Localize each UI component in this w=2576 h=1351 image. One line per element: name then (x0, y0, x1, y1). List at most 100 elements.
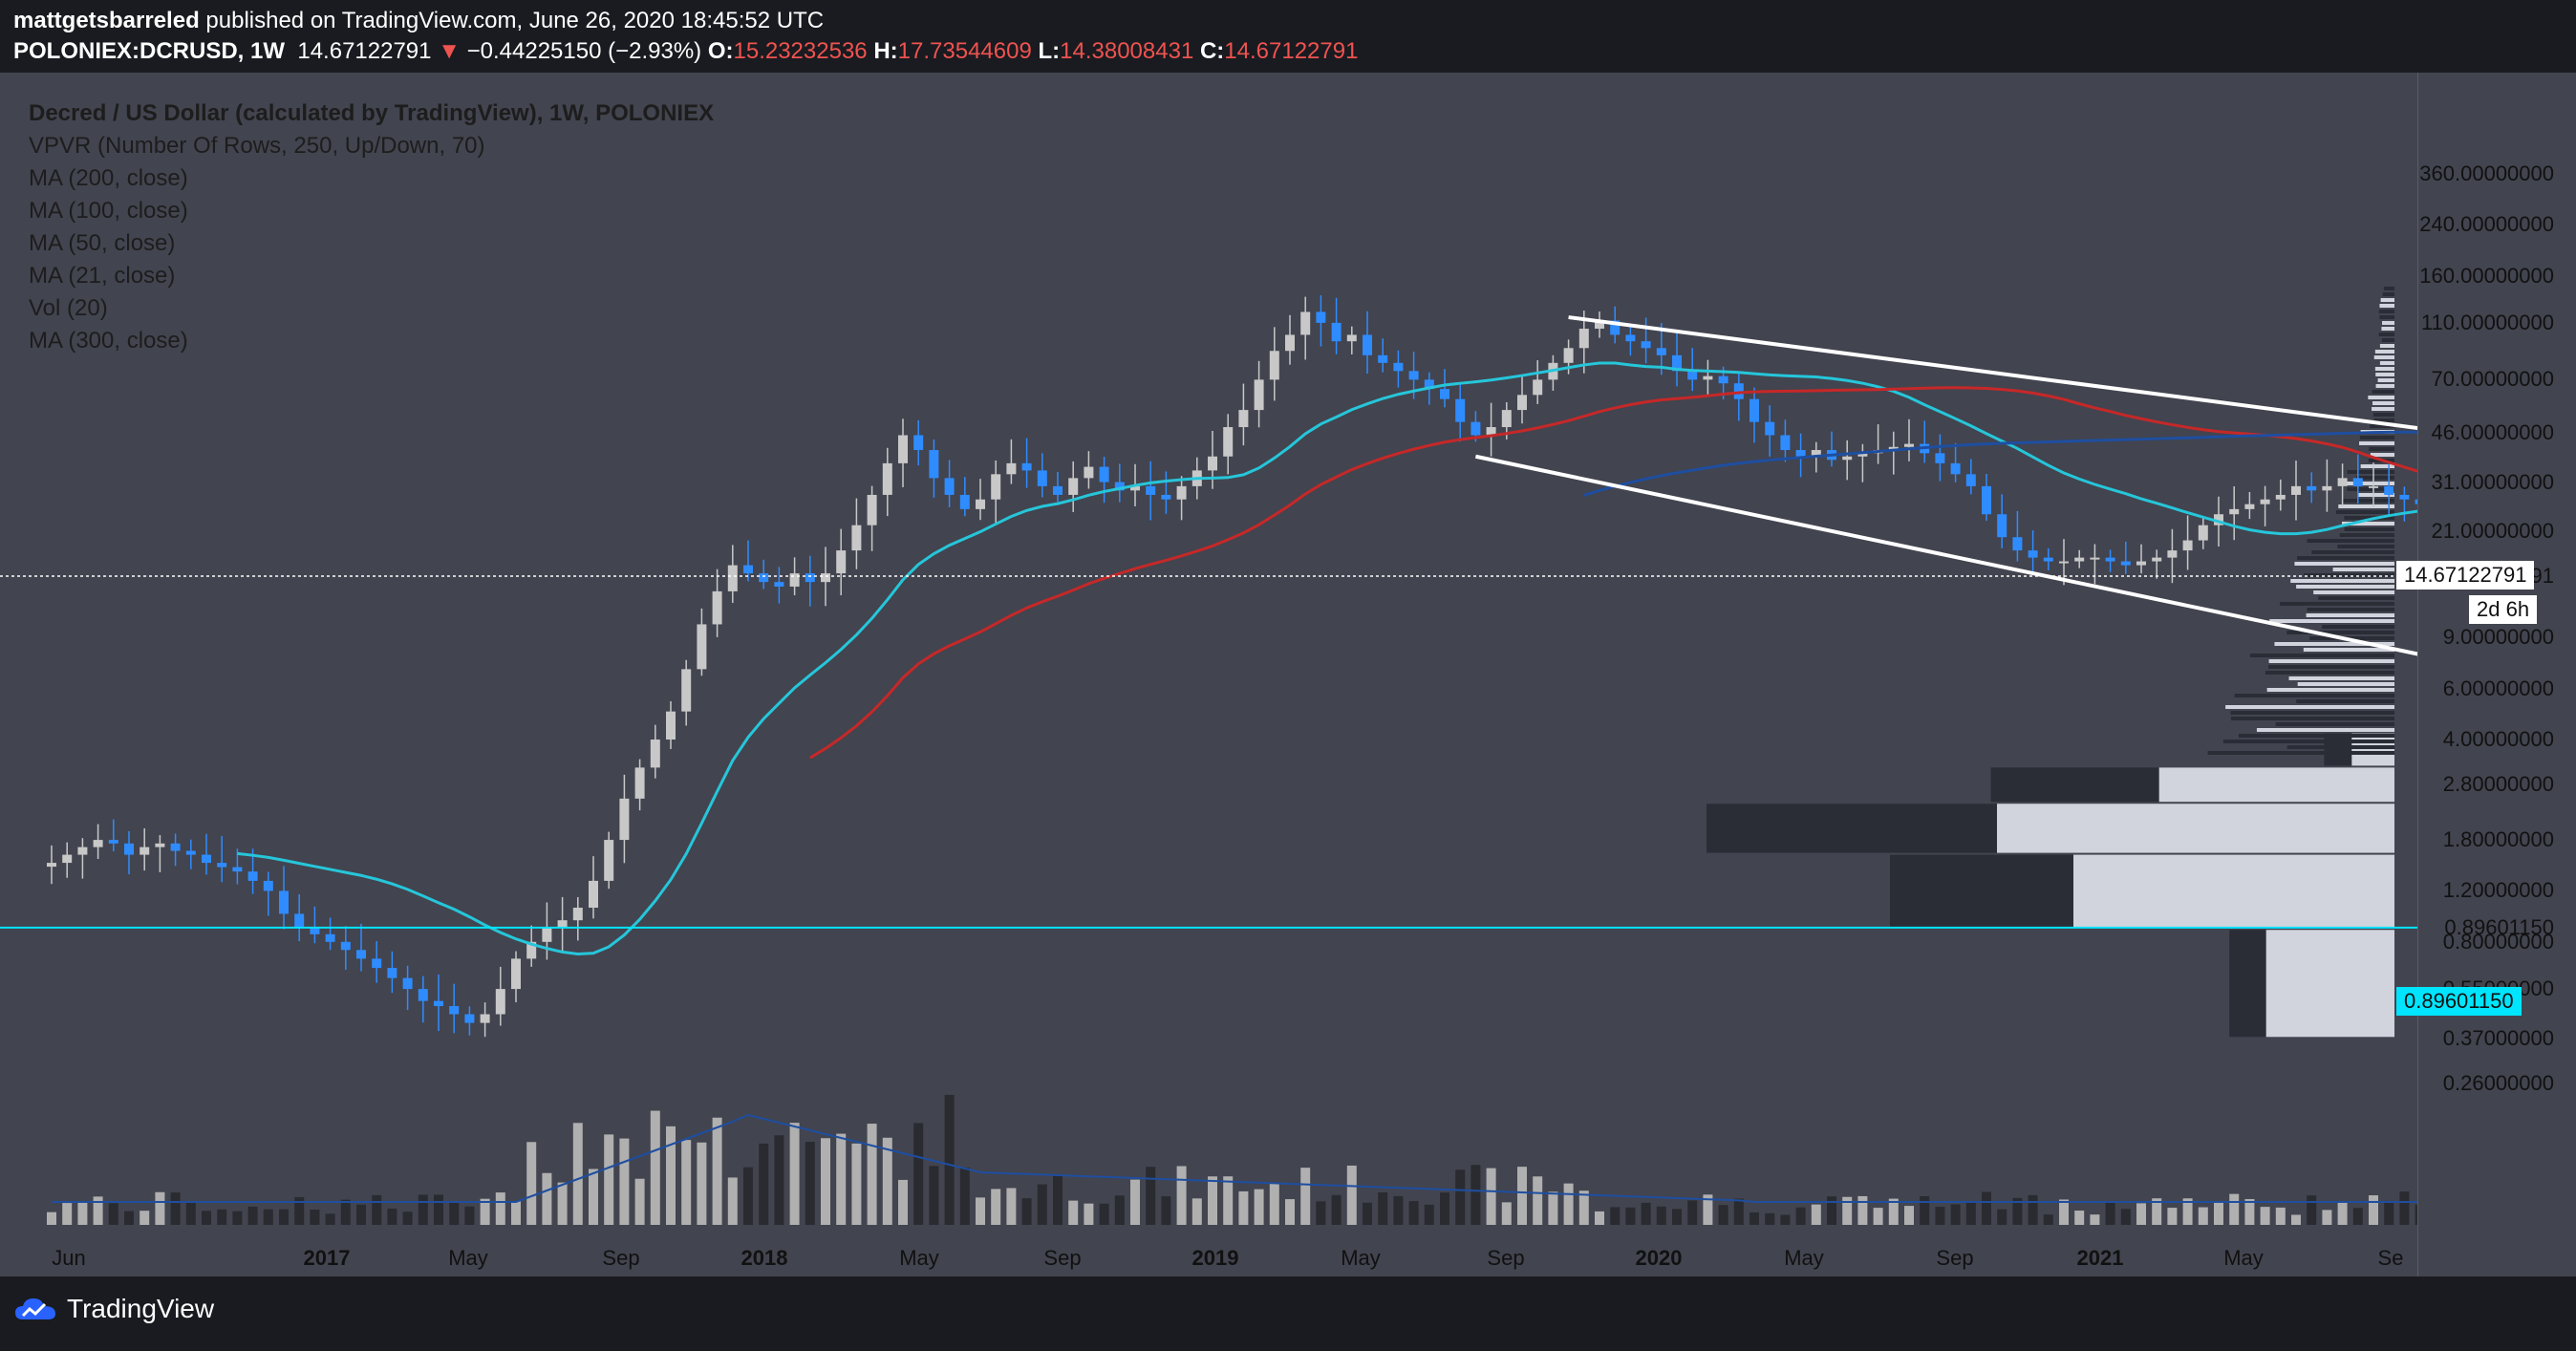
vp-row (2347, 487, 2394, 491)
volume-bar (727, 1177, 738, 1225)
candle-body (2291, 485, 2301, 495)
vp-row (2307, 608, 2394, 611)
candle-body (681, 669, 692, 712)
volume-bar (1486, 1168, 1496, 1225)
candle-body (2260, 499, 2270, 504)
price-tick-label: 0.80000000 (2442, 929, 2554, 954)
legend-study[interactable]: MA (200, close) (29, 165, 188, 191)
vp-row (2313, 590, 2394, 594)
candle-body (666, 711, 676, 740)
vp-row (2249, 654, 2394, 657)
ma100-line (1583, 430, 2417, 497)
volume-bar (2384, 1200, 2394, 1225)
vp-row-down (1990, 767, 2159, 803)
time-tick-label: 2021 (2076, 1246, 2124, 1270)
ohlc-line: POLONIEX:DCRUSD, 1W 14.67122791 ▼ −0.442… (13, 38, 1358, 65)
candle-body (727, 565, 738, 591)
support-price-badge: 0.89601150 (2396, 987, 2522, 1016)
volume-bar (1238, 1190, 1249, 1225)
candle-body (1904, 443, 1914, 447)
candle-body (650, 740, 660, 768)
vp-row (2280, 602, 2394, 606)
volume-bar (2105, 1201, 2115, 1225)
vp-row (2383, 287, 2394, 290)
candle-body (511, 958, 521, 990)
volume-bar (1656, 1206, 1666, 1225)
vp-row (2304, 573, 2394, 577)
candle-body (155, 843, 165, 847)
price-tick-label: 0.26000000 (2442, 1070, 2554, 1095)
time-tick-label: Sep (1043, 1246, 1082, 1270)
candle-body (2337, 478, 2348, 486)
volume-bar (1346, 1165, 1357, 1225)
trendline (1474, 454, 2417, 656)
volume-bar (1965, 1202, 1976, 1225)
vp-row (2256, 728, 2394, 732)
volume-bar (1285, 1199, 1295, 1225)
legend-title[interactable]: Decred / US Dollar (calculated by Tradin… (29, 100, 715, 126)
candle-body (1733, 383, 1744, 399)
vp-row (2372, 407, 2394, 411)
candle-body (2152, 557, 2162, 562)
legend-study[interactable]: MA (300, close) (29, 328, 188, 354)
volume-bar (340, 1199, 351, 1225)
volume-bar (2291, 1214, 2301, 1225)
volume-bar (170, 1192, 181, 1225)
volume-bar (372, 1194, 382, 1225)
chart-pane[interactable]: Decred / US Dollar (calculated by Tradin… (0, 73, 2417, 1267)
close-label: C: (1199, 38, 1225, 64)
candle-body (1084, 466, 1094, 479)
time-tick-label: 2019 (1191, 1246, 1239, 1270)
candle-body (2352, 478, 2363, 486)
vp-row (2322, 625, 2394, 629)
volume-bar (1208, 1176, 1217, 1225)
vp-row (2338, 504, 2394, 508)
candle-body (247, 871, 258, 881)
time-tick-label: 2020 (1635, 1246, 1683, 1270)
price-tick-label: 21.00000000 (2431, 518, 2554, 543)
low-value: 14.38008431 (1060, 38, 1194, 64)
vp-row (2294, 562, 2394, 566)
time-axis[interactable]: Jun 2017 May Sep 2018 May Sep 2019 May Sep 2020 May… (0, 1238, 2417, 1276)
price-axis[interactable]: 360.00000000 240.00000000 160.00000000 110.… (2417, 73, 2576, 1276)
vp-row-down (2324, 733, 2352, 766)
volume-bar (418, 1194, 428, 1225)
vp-row (2266, 688, 2394, 692)
volume-bar (789, 1123, 800, 1225)
candle-body (805, 573, 815, 583)
legend-study[interactable]: MA (21, close) (29, 263, 176, 289)
candle-body (1006, 462, 1017, 475)
legend-study[interactable]: MA (50, close) (29, 230, 176, 256)
trendline (1568, 315, 2417, 431)
vp-row (2357, 493, 2394, 497)
legend-study[interactable]: VPVR (Number Of Rows, 250, Up/Down, 70) (29, 133, 485, 159)
volume-bar (1641, 1202, 1651, 1225)
volume-bar (2229, 1193, 2240, 1225)
vp-row (2297, 556, 2394, 560)
vp-row (2339, 533, 2394, 537)
vp-row (2374, 367, 2394, 371)
price-chart[interactable] (0, 73, 2417, 1267)
volume-bar (681, 1140, 692, 1225)
tradingview-logo[interactable]: TradingView (13, 1294, 214, 1324)
legend-study[interactable]: Vol (20) (29, 295, 108, 321)
candle-body (1037, 470, 1047, 486)
candle-body (1641, 341, 1651, 349)
candle-body (1625, 334, 1636, 342)
candle-body (232, 867, 243, 872)
candle-body (1146, 485, 1156, 495)
volume-bar (2352, 1208, 2363, 1225)
candle-body (2012, 537, 2023, 551)
time-tick-label: May (1341, 1246, 1381, 1270)
volume-bar (1378, 1192, 1388, 1225)
candle-body (1501, 410, 1512, 428)
candle-body (1935, 453, 1945, 463)
author-name[interactable]: mattgetsbarreled (13, 8, 200, 33)
vp-row (2296, 585, 2394, 589)
candle-body (2384, 485, 2394, 495)
volume-bar (991, 1189, 1001, 1225)
volume-bar (449, 1201, 460, 1225)
candle-body (217, 863, 227, 868)
legend-study[interactable]: MA (100, close) (29, 198, 188, 224)
vp-row (2372, 401, 2394, 405)
